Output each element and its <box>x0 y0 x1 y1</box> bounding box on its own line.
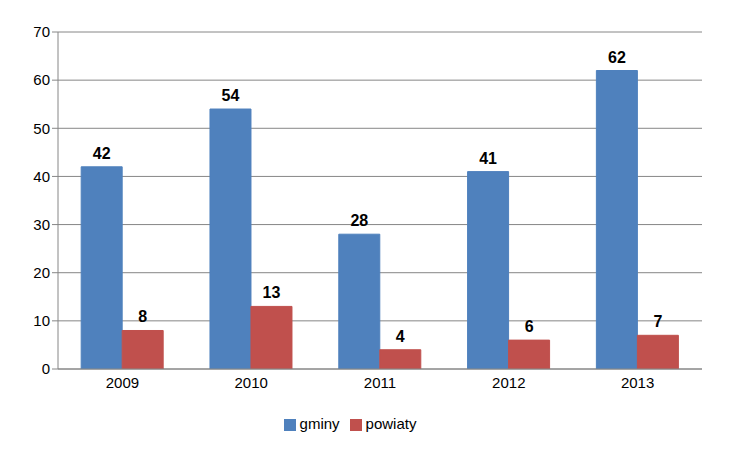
svg-text:13: 13 <box>263 284 281 301</box>
svg-text:8: 8 <box>138 308 147 325</box>
svg-text:20: 20 <box>33 264 50 281</box>
svg-text:0: 0 <box>42 360 50 377</box>
svg-text:2010: 2010 <box>235 374 268 391</box>
svg-text:41: 41 <box>479 150 497 167</box>
svg-text:50: 50 <box>33 120 50 137</box>
svg-text:54: 54 <box>222 87 240 104</box>
svg-text:40: 40 <box>33 168 50 185</box>
svg-text:28: 28 <box>350 212 368 229</box>
svg-text:62: 62 <box>608 49 626 66</box>
svg-text:70: 70 <box>33 23 50 40</box>
svg-text:10: 10 <box>33 312 50 329</box>
svg-text:30: 30 <box>33 216 50 233</box>
svg-text:42: 42 <box>93 145 111 162</box>
svg-text:7: 7 <box>653 313 662 330</box>
svg-text:2009: 2009 <box>106 374 139 391</box>
svg-text:2011: 2011 <box>364 374 396 391</box>
svg-text:6: 6 <box>525 318 534 335</box>
svg-text:4: 4 <box>396 328 405 345</box>
svg-text:2012: 2012 <box>492 374 525 391</box>
svg-text:60: 60 <box>33 71 50 88</box>
html-text:powiaty: powiaty <box>365 415 417 432</box>
html-text:gminy: gminy <box>299 415 340 432</box>
svg-text:2013: 2013 <box>621 374 654 391</box>
